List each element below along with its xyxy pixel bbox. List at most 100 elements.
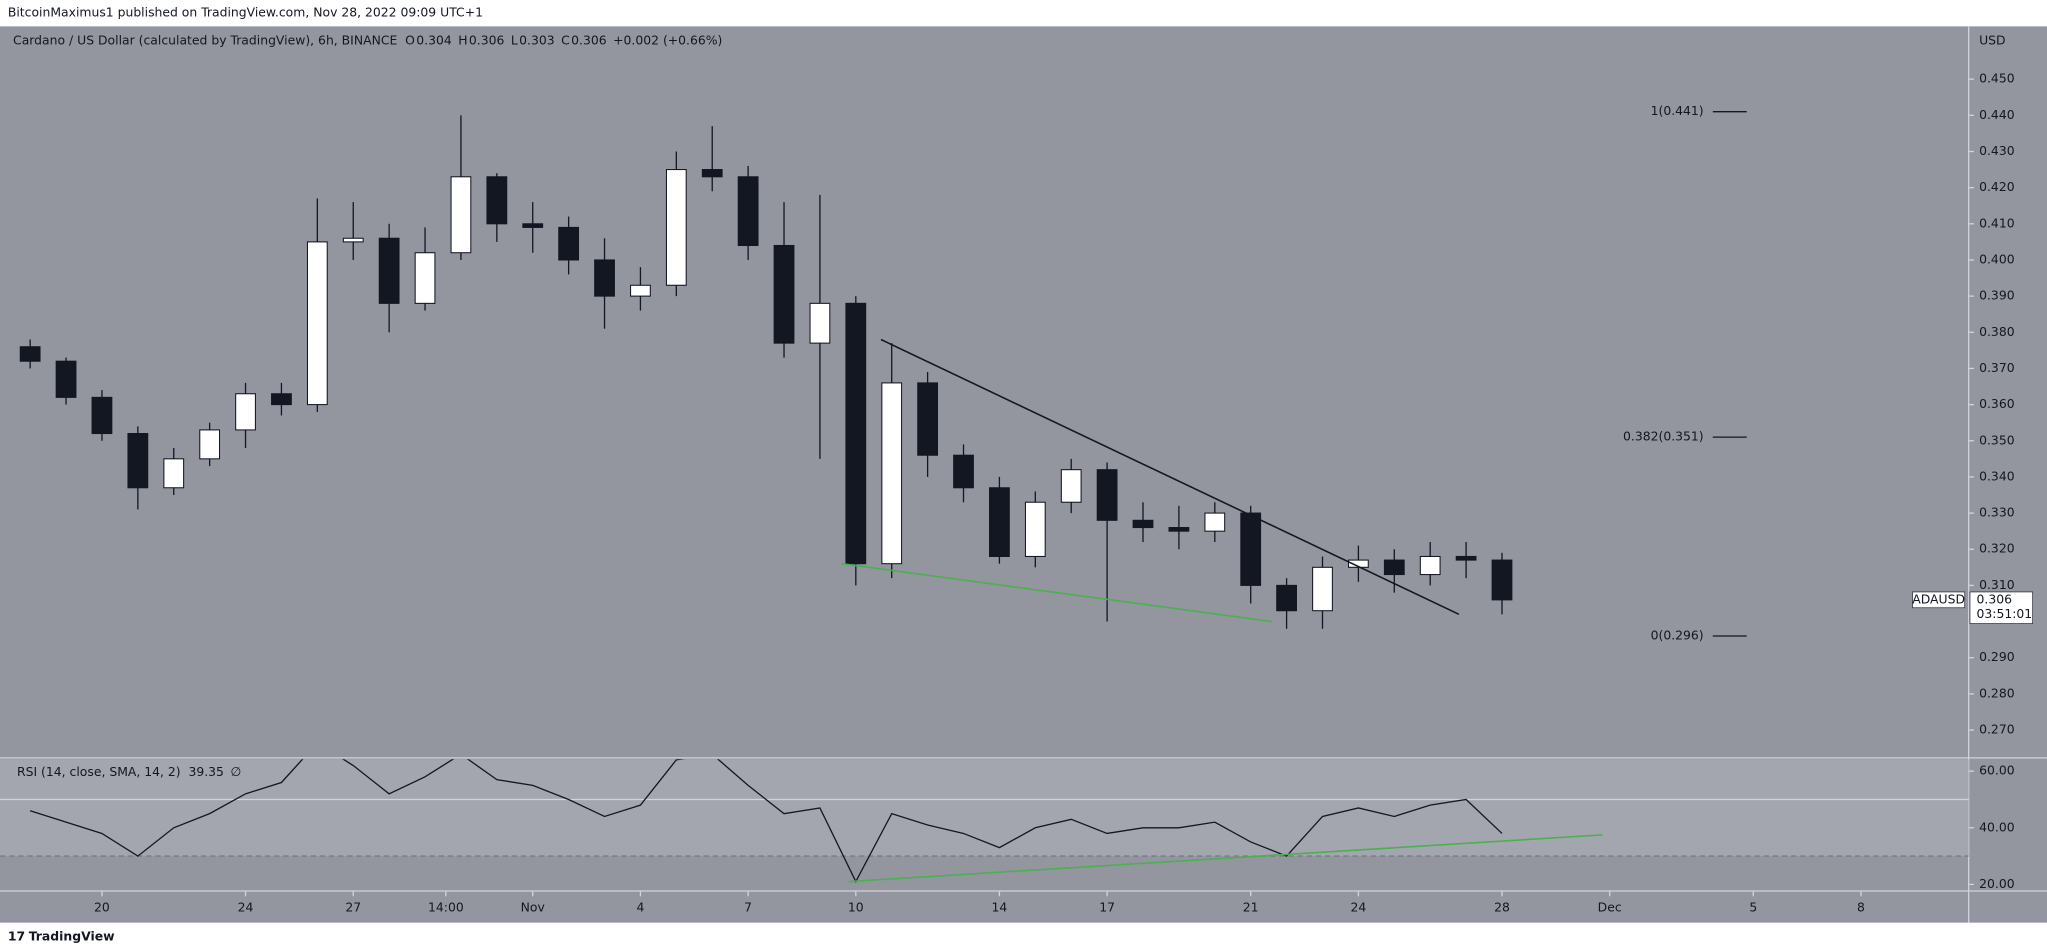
candle-body bbox=[522, 223, 544, 228]
y-tick-label: 0.340 bbox=[1979, 468, 2015, 483]
candle-body bbox=[91, 396, 113, 435]
price-box bbox=[1969, 591, 2033, 624]
y-tick-label: 0.380 bbox=[1979, 324, 2015, 339]
candle-body bbox=[342, 237, 364, 243]
candle-body bbox=[1419, 555, 1441, 576]
x-tick-label: 24 bbox=[238, 900, 254, 915]
y-tick-label: 0.320 bbox=[1979, 541, 2015, 556]
rsi-na: ∅ bbox=[230, 764, 241, 779]
candle-body bbox=[701, 169, 723, 178]
y-tick-label: 0.290 bbox=[1979, 649, 2015, 664]
rsi-pane bbox=[0, 759, 1969, 884]
axis-label: USD bbox=[1979, 32, 2005, 47]
candle-body bbox=[1060, 469, 1082, 503]
y-tick-label: 0.330 bbox=[1979, 505, 2015, 520]
legend-label: H bbox=[458, 32, 467, 47]
y-tick-label: 0.400 bbox=[1979, 251, 2015, 266]
footer-logo-text: TradingView bbox=[29, 929, 115, 944]
y-tick-label: 0.360 bbox=[1979, 396, 2015, 411]
y-tick-label: 0.410 bbox=[1979, 215, 2015, 230]
candle-body bbox=[1168, 527, 1190, 532]
candle-body bbox=[594, 259, 615, 297]
overlay: Cardano / US Dollar (calculated by Tradi… bbox=[13, 32, 2033, 915]
candle-body bbox=[953, 454, 974, 489]
y-tick-label: 0.440 bbox=[1979, 107, 2015, 122]
symbol-box bbox=[1912, 591, 1966, 609]
y-tick-label: 0.350 bbox=[1979, 432, 2015, 447]
x-tick-label: 8 bbox=[1857, 900, 1865, 915]
legend-value: 0.306 bbox=[469, 32, 505, 47]
fib-label: 1(0.441) bbox=[1651, 103, 1704, 118]
candle-body bbox=[558, 226, 580, 261]
candle-body bbox=[1204, 512, 1226, 532]
x-tick-label: 20 bbox=[94, 900, 110, 915]
y-tick-label: 40.00 bbox=[1979, 819, 2015, 834]
candle-body bbox=[809, 302, 831, 344]
candle-body bbox=[845, 302, 867, 565]
candle-body bbox=[1455, 555, 1477, 561]
candle-body bbox=[486, 176, 508, 225]
candle-body bbox=[989, 487, 1010, 557]
y-tick-label: 0.370 bbox=[1979, 360, 2015, 375]
fib-label: 0.382(0.351) bbox=[1623, 429, 1704, 444]
symbol-label: ADAUSD bbox=[1912, 591, 1965, 606]
legend-label: L bbox=[511, 32, 518, 47]
candle-body bbox=[414, 252, 436, 304]
x-tick-label: 4 bbox=[636, 900, 644, 915]
y-tick-label: 0.420 bbox=[1979, 179, 2015, 194]
header: BitcoinMaximus1 published on TradingView… bbox=[8, 5, 483, 20]
footer-logo: 𝟭𝟳 bbox=[8, 929, 25, 944]
legend-value: 0.304 bbox=[416, 32, 452, 47]
trendline bbox=[880, 338, 1460, 616]
candle-body bbox=[378, 237, 400, 304]
legend-label: O bbox=[405, 32, 415, 47]
x-tick-label: 10 bbox=[848, 900, 864, 915]
legend-change: +0.002 (+0.66%) bbox=[613, 32, 722, 47]
countdown: 03:51:01 bbox=[1977, 606, 2033, 621]
y-tick-label: 0.310 bbox=[1979, 577, 2015, 592]
trendline bbox=[848, 834, 1603, 883]
y-tick-label: 0.270 bbox=[1979, 721, 2015, 736]
legend-label: C bbox=[561, 32, 570, 47]
x-tick-label: 27 bbox=[345, 900, 361, 915]
fib-label: 0(0.296) bbox=[1651, 627, 1704, 642]
candle-body bbox=[235, 393, 256, 431]
candle-body bbox=[271, 393, 292, 406]
candle-body bbox=[881, 382, 903, 565]
candle-body bbox=[55, 360, 77, 398]
rsi-band bbox=[0, 759, 1969, 857]
x-tick-label: Nov bbox=[521, 900, 545, 915]
x-tick-label: 24 bbox=[1351, 900, 1367, 915]
candle-body bbox=[306, 241, 328, 406]
candle-body bbox=[1132, 519, 1154, 529]
x-tick-label: 5 bbox=[1749, 900, 1757, 915]
candle-body bbox=[737, 176, 759, 247]
price-pane bbox=[19, 115, 1513, 629]
candle-body bbox=[630, 284, 651, 297]
y-tick-label: 20.00 bbox=[1979, 876, 2015, 891]
x-tick-label: Dec bbox=[1598, 900, 1622, 915]
candle-body bbox=[917, 382, 939, 456]
candle-body bbox=[163, 458, 185, 489]
x-tick-label: 14:00 bbox=[428, 900, 464, 915]
candle-body bbox=[1240, 512, 1262, 586]
legend-title: Cardano / US Dollar (calculated by Tradi… bbox=[13, 32, 397, 47]
candle-body bbox=[199, 429, 221, 460]
x-tick-label: 21 bbox=[1243, 900, 1259, 915]
y-tick-label: 60.00 bbox=[1979, 763, 2015, 778]
rsi-title: RSI (14, close, SMA, 14, 2) bbox=[17, 764, 181, 779]
rsi-value: 39.35 bbox=[188, 764, 223, 779]
candle-body bbox=[127, 432, 149, 489]
candle-body bbox=[1024, 501, 1046, 557]
legend-value: 0.306 bbox=[571, 32, 607, 47]
candle-body bbox=[450, 176, 472, 254]
candle-body bbox=[665, 169, 687, 286]
rsi-line bbox=[29, 759, 1503, 884]
y-tick-label: 0.430 bbox=[1979, 143, 2015, 158]
x-tick-label: 7 bbox=[744, 900, 752, 915]
candle-body bbox=[1276, 584, 1297, 612]
candle-body bbox=[1491, 559, 1513, 601]
y-tick-label: 0.280 bbox=[1979, 685, 2015, 700]
